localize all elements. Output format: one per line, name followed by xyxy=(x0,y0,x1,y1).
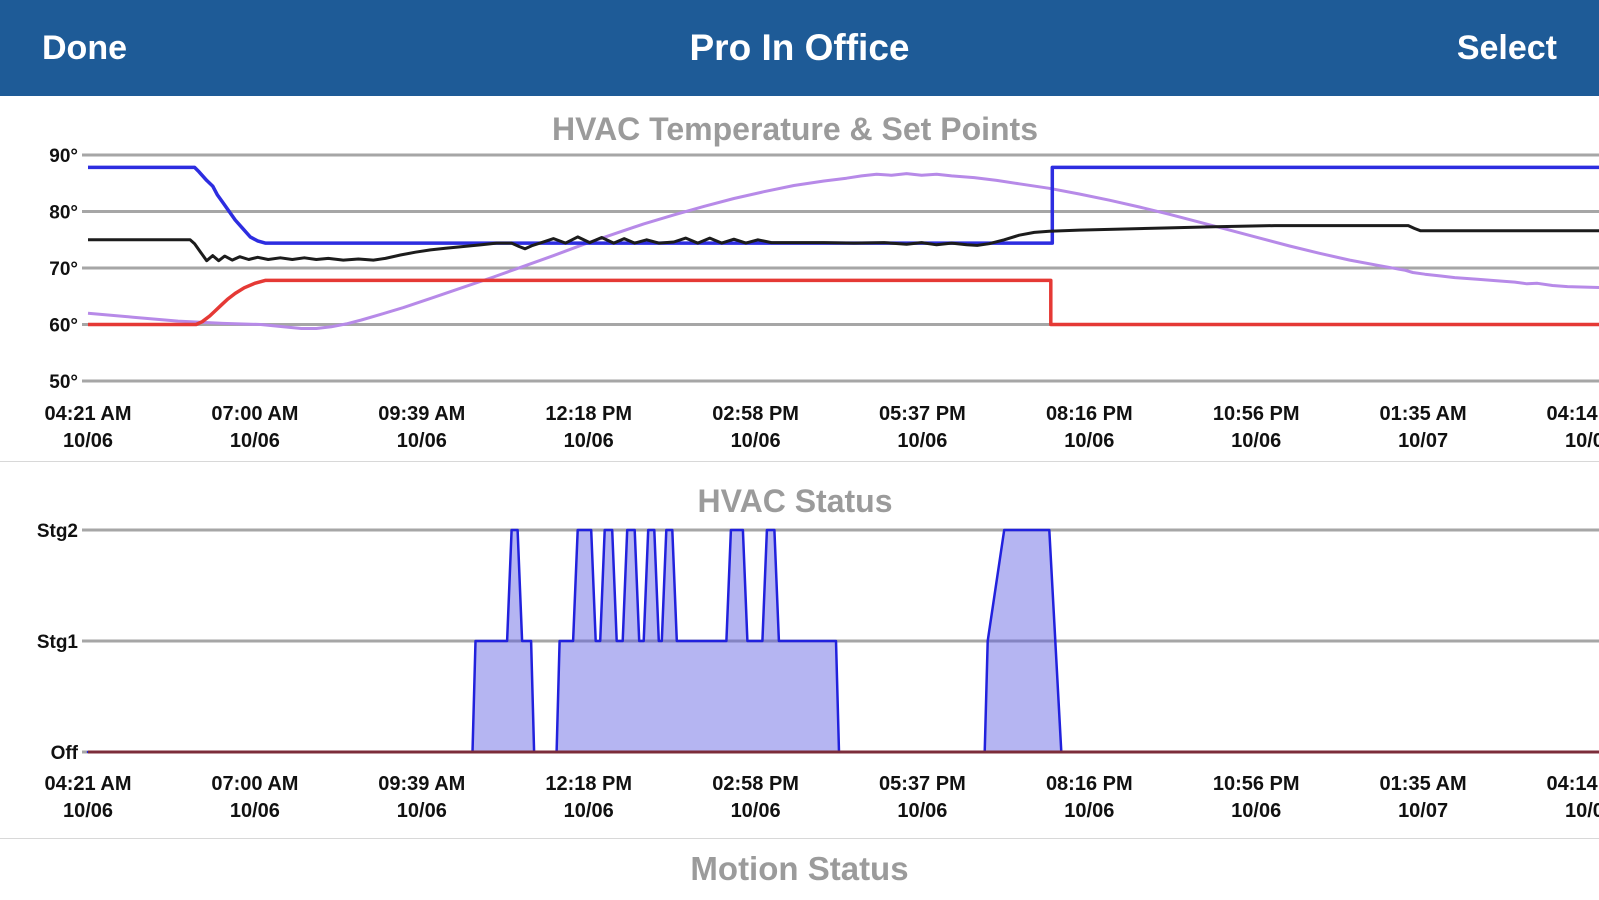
chart-title: HVAC Status xyxy=(698,483,893,519)
hvac-temperature-chart: HVAC Temperature & Set Points 90° 80° 70° 60… xyxy=(0,96,1599,462)
hvac-status-chart: HVAC Status Stg2 Stg1 Off 04:21 AM 10/06 07:00… xyxy=(0,462,1599,838)
x-axis-label-time: 04:21 AM xyxy=(44,403,131,425)
x-axis-label-date: 10/06 xyxy=(1231,800,1281,822)
y-axis-label: 70° xyxy=(49,259,78,280)
x-axis-label-time: 12:18 PM xyxy=(545,403,632,425)
x-axis-label-time: 05:37 PM xyxy=(879,773,966,795)
x-axis-label-date: 10/06 xyxy=(1231,430,1281,452)
x-axis-label-time: 02:58 PM xyxy=(712,403,799,425)
y-axis-label: Stg2 xyxy=(37,521,78,542)
x-axis-label-time: 05:37 PM xyxy=(879,403,966,425)
y-axis-label: Off xyxy=(51,743,79,764)
x-axis-label-time: 10:56 PM xyxy=(1213,403,1300,425)
series-outdoor-temperature xyxy=(87,172,1599,330)
x-axis-label-time: 04:14 AM xyxy=(1546,773,1599,795)
x-axis-label-time: 07:00 AM xyxy=(211,403,298,425)
x-axis-label-date: 10/07 xyxy=(1398,800,1448,822)
x-axis-label-date: 10/07 xyxy=(1565,800,1599,822)
series-hvac-stage xyxy=(86,528,1599,754)
y-axis-label: 60° xyxy=(49,316,78,337)
x-axis-label-date: 10/06 xyxy=(397,430,447,452)
x-axis-label-time: 07:00 AM xyxy=(211,773,298,795)
x-axis-label-date: 10/06 xyxy=(731,430,781,452)
x-axis-label-date: 10/06 xyxy=(564,430,614,452)
x-axis-label-time: 01:35 AM xyxy=(1380,773,1467,795)
x-axis-label-date: 10/06 xyxy=(731,800,781,822)
x-axis-label-date: 10/06 xyxy=(897,800,947,822)
section-divider xyxy=(0,838,1599,839)
done-button[interactable]: Done xyxy=(42,28,127,67)
x-axis-label-time: 02:58 PM xyxy=(712,773,799,795)
y-axis-label: 50° xyxy=(49,372,78,393)
x-axis-label-time: 04:21 AM xyxy=(44,773,131,795)
x-axis-label-time: 04:14 AM xyxy=(1546,403,1599,425)
x-axis-label-date: 10/06 xyxy=(230,430,280,452)
x-axis-label-date: 10/06 xyxy=(63,800,113,822)
chart-title: HVAC Temperature & Set Points xyxy=(552,111,1038,147)
y-axis-label: 90° xyxy=(49,146,78,167)
x-axis-label-date: 10/07 xyxy=(1398,430,1448,452)
series-heat-set-point xyxy=(88,278,1599,327)
x-axis-label-time: 12:18 PM xyxy=(545,773,632,795)
nav-bar: Done Pro In Office Select xyxy=(0,0,1599,96)
y-axis-label: 80° xyxy=(49,203,78,224)
x-axis-label-time: 10:56 PM xyxy=(1213,773,1300,795)
x-axis-label-time: 09:39 AM xyxy=(378,403,465,425)
x-axis-label-date: 10/06 xyxy=(897,430,947,452)
y-axis-label: Stg1 xyxy=(37,632,79,653)
page-title: Pro In Office xyxy=(689,27,910,68)
x-axis-label-time: 08:16 PM xyxy=(1046,403,1133,425)
motion-status-title: Motion Status xyxy=(690,850,909,887)
x-axis-label-date: 10/07 xyxy=(1565,430,1599,452)
x-axis-label-date: 10/06 xyxy=(397,800,447,822)
x-axis-label-date: 10/06 xyxy=(1064,800,1114,822)
x-axis-label-date: 10/06 xyxy=(63,430,113,452)
x-axis-label-time: 01:35 AM xyxy=(1380,403,1467,425)
x-axis-label-date: 10/06 xyxy=(564,800,614,822)
x-axis-label-time: 09:39 AM xyxy=(378,773,465,795)
x-axis-label-time: 08:16 PM xyxy=(1046,773,1133,795)
x-axis-label-date: 10/06 xyxy=(1064,430,1114,452)
x-axis-label-date: 10/06 xyxy=(230,800,280,822)
select-button[interactable]: Select xyxy=(1456,28,1557,67)
section-divider xyxy=(0,461,1599,462)
series-indoor-temperature xyxy=(88,224,1599,263)
